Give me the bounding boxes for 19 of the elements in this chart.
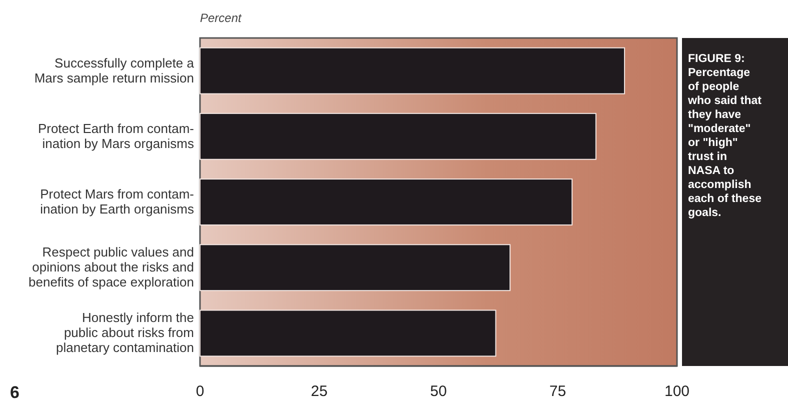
y-tick-label: Respect public values and opinions about the risks and benefits of space exploration (28, 244, 194, 290)
bar (200, 244, 511, 292)
x-axis-title: Percent (200, 11, 242, 25)
bar (200, 310, 496, 357)
x-tick-label: 100 (664, 383, 690, 400)
text: FIGURE 9: (688, 53, 745, 65)
y-tick-label: Protect Mars from contam- ination by Earth organisms (40, 186, 194, 216)
y-tick-label: Protect Earth from contam- ination by Mars organisms (38, 120, 194, 151)
x-tick-label: 0 (196, 383, 204, 400)
y-tick-label: Honestly inform the public about risks from planetary contamination (56, 310, 194, 356)
x-tick-label: 50 (430, 383, 447, 400)
y-tick-label: Successfully complete a Mars sample return mission (34, 55, 195, 86)
bar (200, 47, 626, 94)
x-tick-label: 75 (549, 383, 566, 400)
text: 6 (10, 383, 20, 400)
x-tick-label: 25 (310, 383, 328, 400)
text: Percentage of people who said that they have "moderate" or "high" trust in NASA to accomplish each of these goals. (688, 67, 762, 219)
bar (200, 112, 596, 160)
bar (200, 178, 573, 226)
